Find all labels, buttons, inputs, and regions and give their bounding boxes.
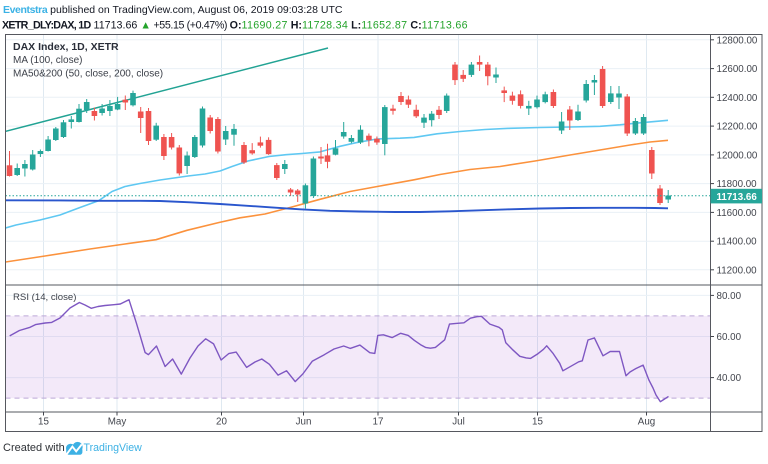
svg-text:12800.00: 12800.00 bbox=[717, 35, 758, 46]
svg-text:11200.00: 11200.00 bbox=[717, 265, 758, 276]
svg-text:Eventstra published on Trading: Eventstra published on TradingView.com, … bbox=[3, 4, 343, 16]
svg-text:17: 17 bbox=[373, 417, 384, 428]
svg-text:20: 20 bbox=[216, 417, 227, 428]
svg-text:80.00: 80.00 bbox=[717, 291, 742, 302]
svg-text:Jun: Jun bbox=[296, 417, 312, 428]
svg-text:11800.00: 11800.00 bbox=[717, 179, 758, 190]
svg-text:15: 15 bbox=[38, 417, 49, 428]
svg-text:12400.00: 12400.00 bbox=[717, 93, 758, 104]
svg-text:Aug: Aug bbox=[638, 417, 655, 428]
svg-text:12200.00: 12200.00 bbox=[717, 122, 758, 133]
svg-text:Created with: Created with bbox=[3, 442, 65, 454]
svg-text:MA (100, close): MA (100, close) bbox=[13, 55, 82, 66]
svg-text:DAX Index, 1D, XETR: DAX Index, 1D, XETR bbox=[13, 41, 119, 53]
svg-text:15: 15 bbox=[532, 417, 543, 428]
svg-text:11400.00: 11400.00 bbox=[717, 237, 758, 248]
svg-text:12000.00: 12000.00 bbox=[717, 150, 758, 161]
svg-text:TradingView: TradingView bbox=[84, 442, 143, 454]
svg-text:May: May bbox=[108, 417, 127, 428]
svg-text:MA50&200 (50, close, 200, clos: MA50&200 (50, close, 200, close) bbox=[13, 69, 163, 80]
svg-text:40.00: 40.00 bbox=[717, 373, 742, 384]
svg-text:RSI (14, close): RSI (14, close) bbox=[13, 292, 76, 303]
svg-text:XETR_DLY:DAX, 1D 11713.66 ▲ +5: XETR_DLY:DAX, 1D 11713.66 ▲ +55.15 (+0.4… bbox=[2, 20, 468, 32]
svg-text:Jul: Jul bbox=[452, 417, 465, 428]
svg-text:11713.66: 11713.66 bbox=[717, 192, 758, 203]
svg-text:60.00: 60.00 bbox=[717, 332, 742, 343]
svg-text:12600.00: 12600.00 bbox=[717, 64, 758, 75]
svg-text:11600.00: 11600.00 bbox=[717, 208, 758, 219]
